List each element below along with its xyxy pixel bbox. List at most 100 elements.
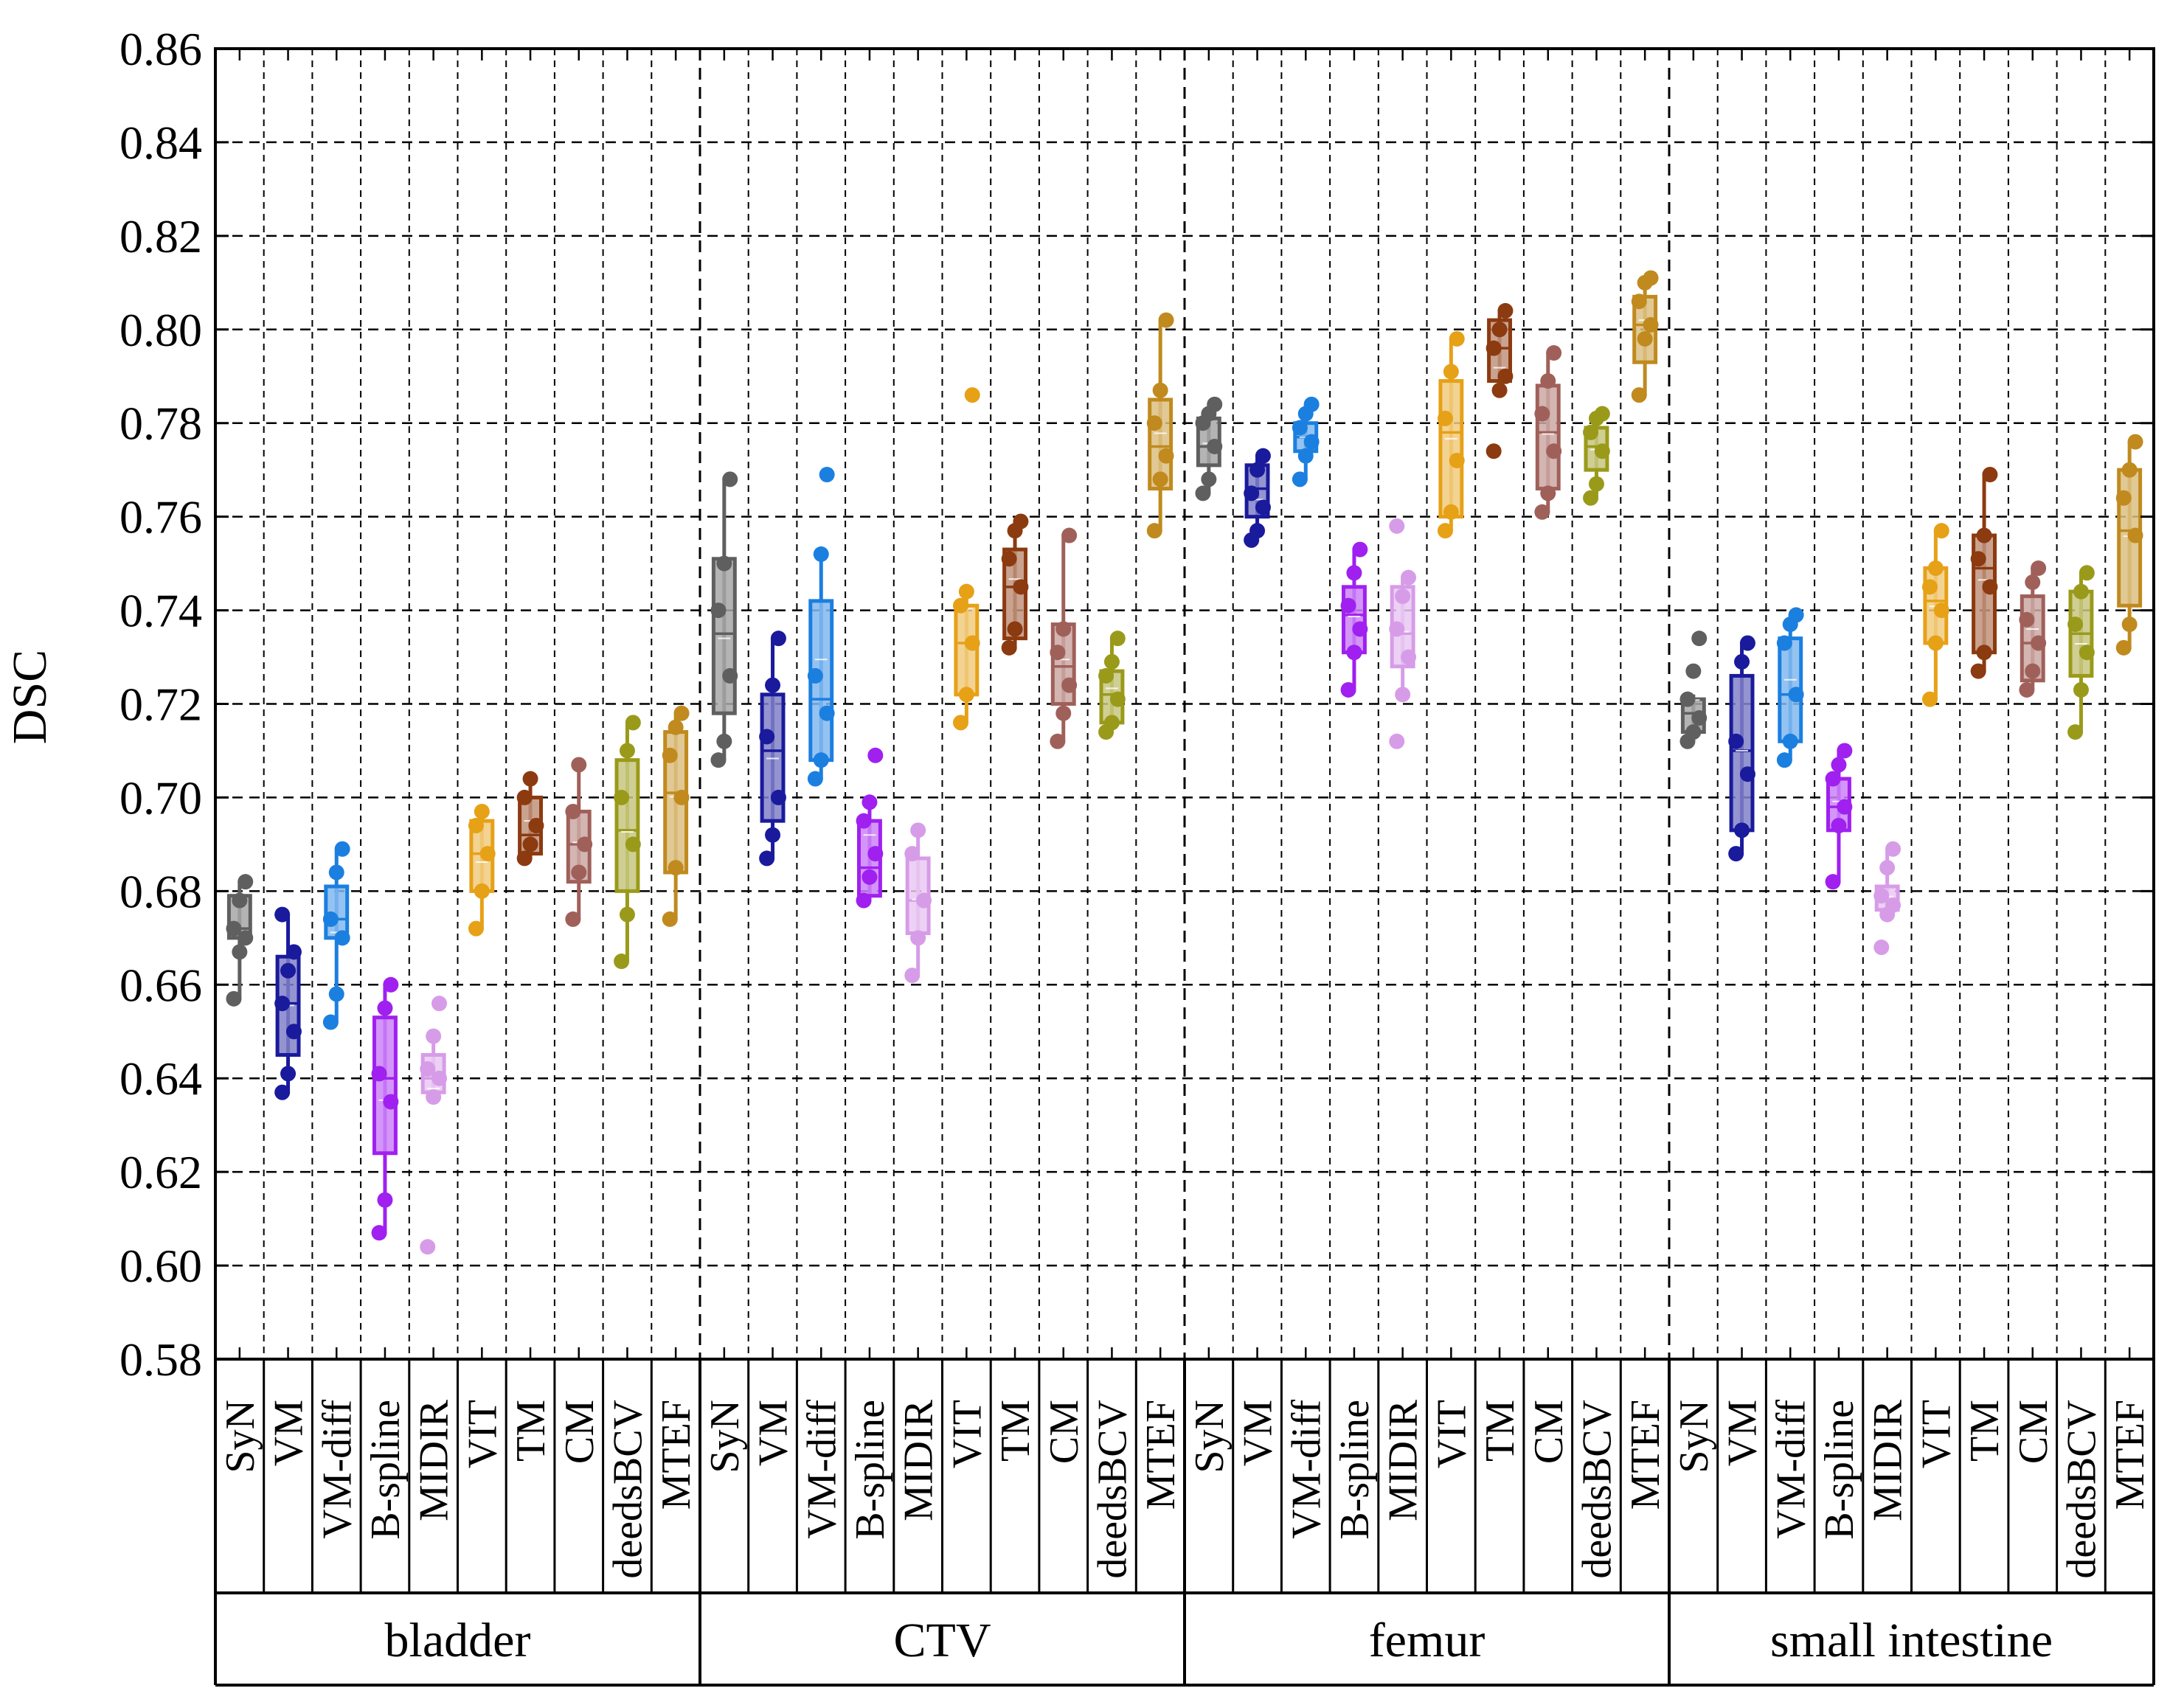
data-point bbox=[2115, 490, 2132, 506]
data-point bbox=[1013, 513, 1029, 529]
data-point bbox=[770, 631, 786, 647]
data-point bbox=[819, 705, 835, 721]
data-point bbox=[2067, 724, 2084, 740]
box-plot bbox=[1631, 270, 1659, 403]
box-plot bbox=[565, 757, 593, 927]
data-point bbox=[377, 1192, 393, 1208]
data-point bbox=[2019, 681, 2035, 698]
data-point bbox=[2115, 639, 2132, 656]
data-point bbox=[910, 822, 926, 838]
group-label: femur bbox=[1369, 1614, 1486, 1667]
data-point bbox=[614, 954, 630, 970]
data-point bbox=[1007, 621, 1023, 637]
data-point bbox=[856, 892, 872, 909]
data-point bbox=[383, 1094, 399, 1110]
data-point bbox=[867, 747, 884, 763]
data-point bbox=[1776, 752, 1792, 768]
method-label: CM bbox=[1041, 1400, 1087, 1464]
box-plot bbox=[468, 803, 496, 937]
method-label: VM-diff bbox=[1283, 1400, 1329, 1539]
data-point bbox=[759, 850, 775, 867]
box-plot bbox=[1825, 743, 1853, 890]
data-point bbox=[2127, 434, 2143, 450]
data-point bbox=[1352, 621, 1368, 637]
data-point bbox=[856, 813, 872, 829]
data-point bbox=[710, 752, 727, 768]
data-point bbox=[1837, 743, 1853, 759]
y-tick-label: 0.74 bbox=[119, 585, 202, 637]
data-point bbox=[420, 1061, 436, 1077]
data-point bbox=[1001, 639, 1017, 656]
method-label: B-spline bbox=[1817, 1400, 1862, 1540]
data-point bbox=[614, 789, 630, 805]
data-point bbox=[952, 597, 968, 614]
data-point bbox=[722, 667, 738, 684]
data-point bbox=[673, 789, 690, 805]
data-point bbox=[1594, 443, 1610, 459]
data-point bbox=[1982, 579, 1998, 595]
data-point bbox=[1486, 340, 1502, 356]
data-point bbox=[377, 1000, 393, 1016]
data-point bbox=[1631, 387, 1647, 403]
box bbox=[372, 1015, 398, 1156]
data-point bbox=[619, 743, 635, 759]
data-point bbox=[1395, 687, 1411, 703]
box-plot bbox=[2019, 560, 2047, 698]
data-point bbox=[2073, 681, 2089, 698]
data-point bbox=[952, 715, 968, 731]
data-point bbox=[1782, 733, 1798, 749]
data-point bbox=[334, 841, 350, 857]
data-point bbox=[1297, 448, 1314, 464]
data-point bbox=[1776, 635, 1792, 651]
box-plot bbox=[1340, 541, 1368, 698]
axes: 0.58 0.60 0.62 0.64 0.66 0.68 0.70 0.72 0.74 0.76… bbox=[119, 23, 2155, 1687]
data-point bbox=[916, 892, 932, 909]
data-point bbox=[516, 850, 533, 867]
data-point bbox=[1061, 527, 1078, 544]
data-point bbox=[813, 546, 829, 562]
data-point bbox=[1098, 667, 1114, 684]
box-plot bbox=[1437, 330, 1465, 539]
data-point bbox=[274, 996, 291, 1012]
data-point bbox=[1109, 631, 1126, 647]
data-point bbox=[1534, 504, 1550, 520]
data-point bbox=[1249, 523, 1266, 539]
y-tick-label: 0.84 bbox=[119, 117, 202, 169]
data-point bbox=[1055, 621, 1072, 637]
data-point bbox=[1437, 523, 1453, 539]
group-label: CTV bbox=[894, 1614, 991, 1667]
method-label: deedsBCV bbox=[1089, 1400, 1135, 1579]
box-plot bbox=[1146, 312, 1174, 539]
y-tick-label: 0.82 bbox=[119, 210, 202, 263]
box-plot bbox=[371, 976, 399, 1241]
data-point bbox=[1449, 452, 1465, 468]
method-label: TM bbox=[508, 1400, 554, 1462]
data-point bbox=[1885, 897, 1902, 913]
data-point bbox=[1825, 874, 1841, 890]
data-point bbox=[2019, 611, 2035, 628]
method-label: CM bbox=[2011, 1400, 2056, 1464]
data-point bbox=[770, 789, 786, 805]
data-point bbox=[765, 827, 781, 843]
data-point bbox=[625, 715, 641, 731]
box-plot bbox=[952, 387, 980, 731]
data-point bbox=[334, 930, 350, 946]
data-point bbox=[571, 757, 587, 773]
data-point bbox=[2079, 565, 2095, 581]
data-point bbox=[1691, 710, 1708, 726]
data-point bbox=[571, 864, 587, 881]
data-point bbox=[1158, 448, 1174, 464]
data-point bbox=[1109, 691, 1126, 707]
method-label: B-spline bbox=[847, 1400, 893, 1540]
data-point bbox=[1255, 499, 1271, 515]
method-label: VIT bbox=[944, 1400, 990, 1468]
data-point bbox=[1643, 316, 1659, 333]
data-point bbox=[2073, 583, 2089, 600]
data-point bbox=[1103, 715, 1120, 731]
data-point bbox=[1976, 645, 1992, 661]
method-label: TM bbox=[1477, 1400, 1523, 1462]
method-label: VIT bbox=[1429, 1400, 1474, 1468]
data-point bbox=[1443, 364, 1459, 380]
data-point bbox=[1643, 270, 1659, 286]
data-point bbox=[328, 864, 344, 881]
